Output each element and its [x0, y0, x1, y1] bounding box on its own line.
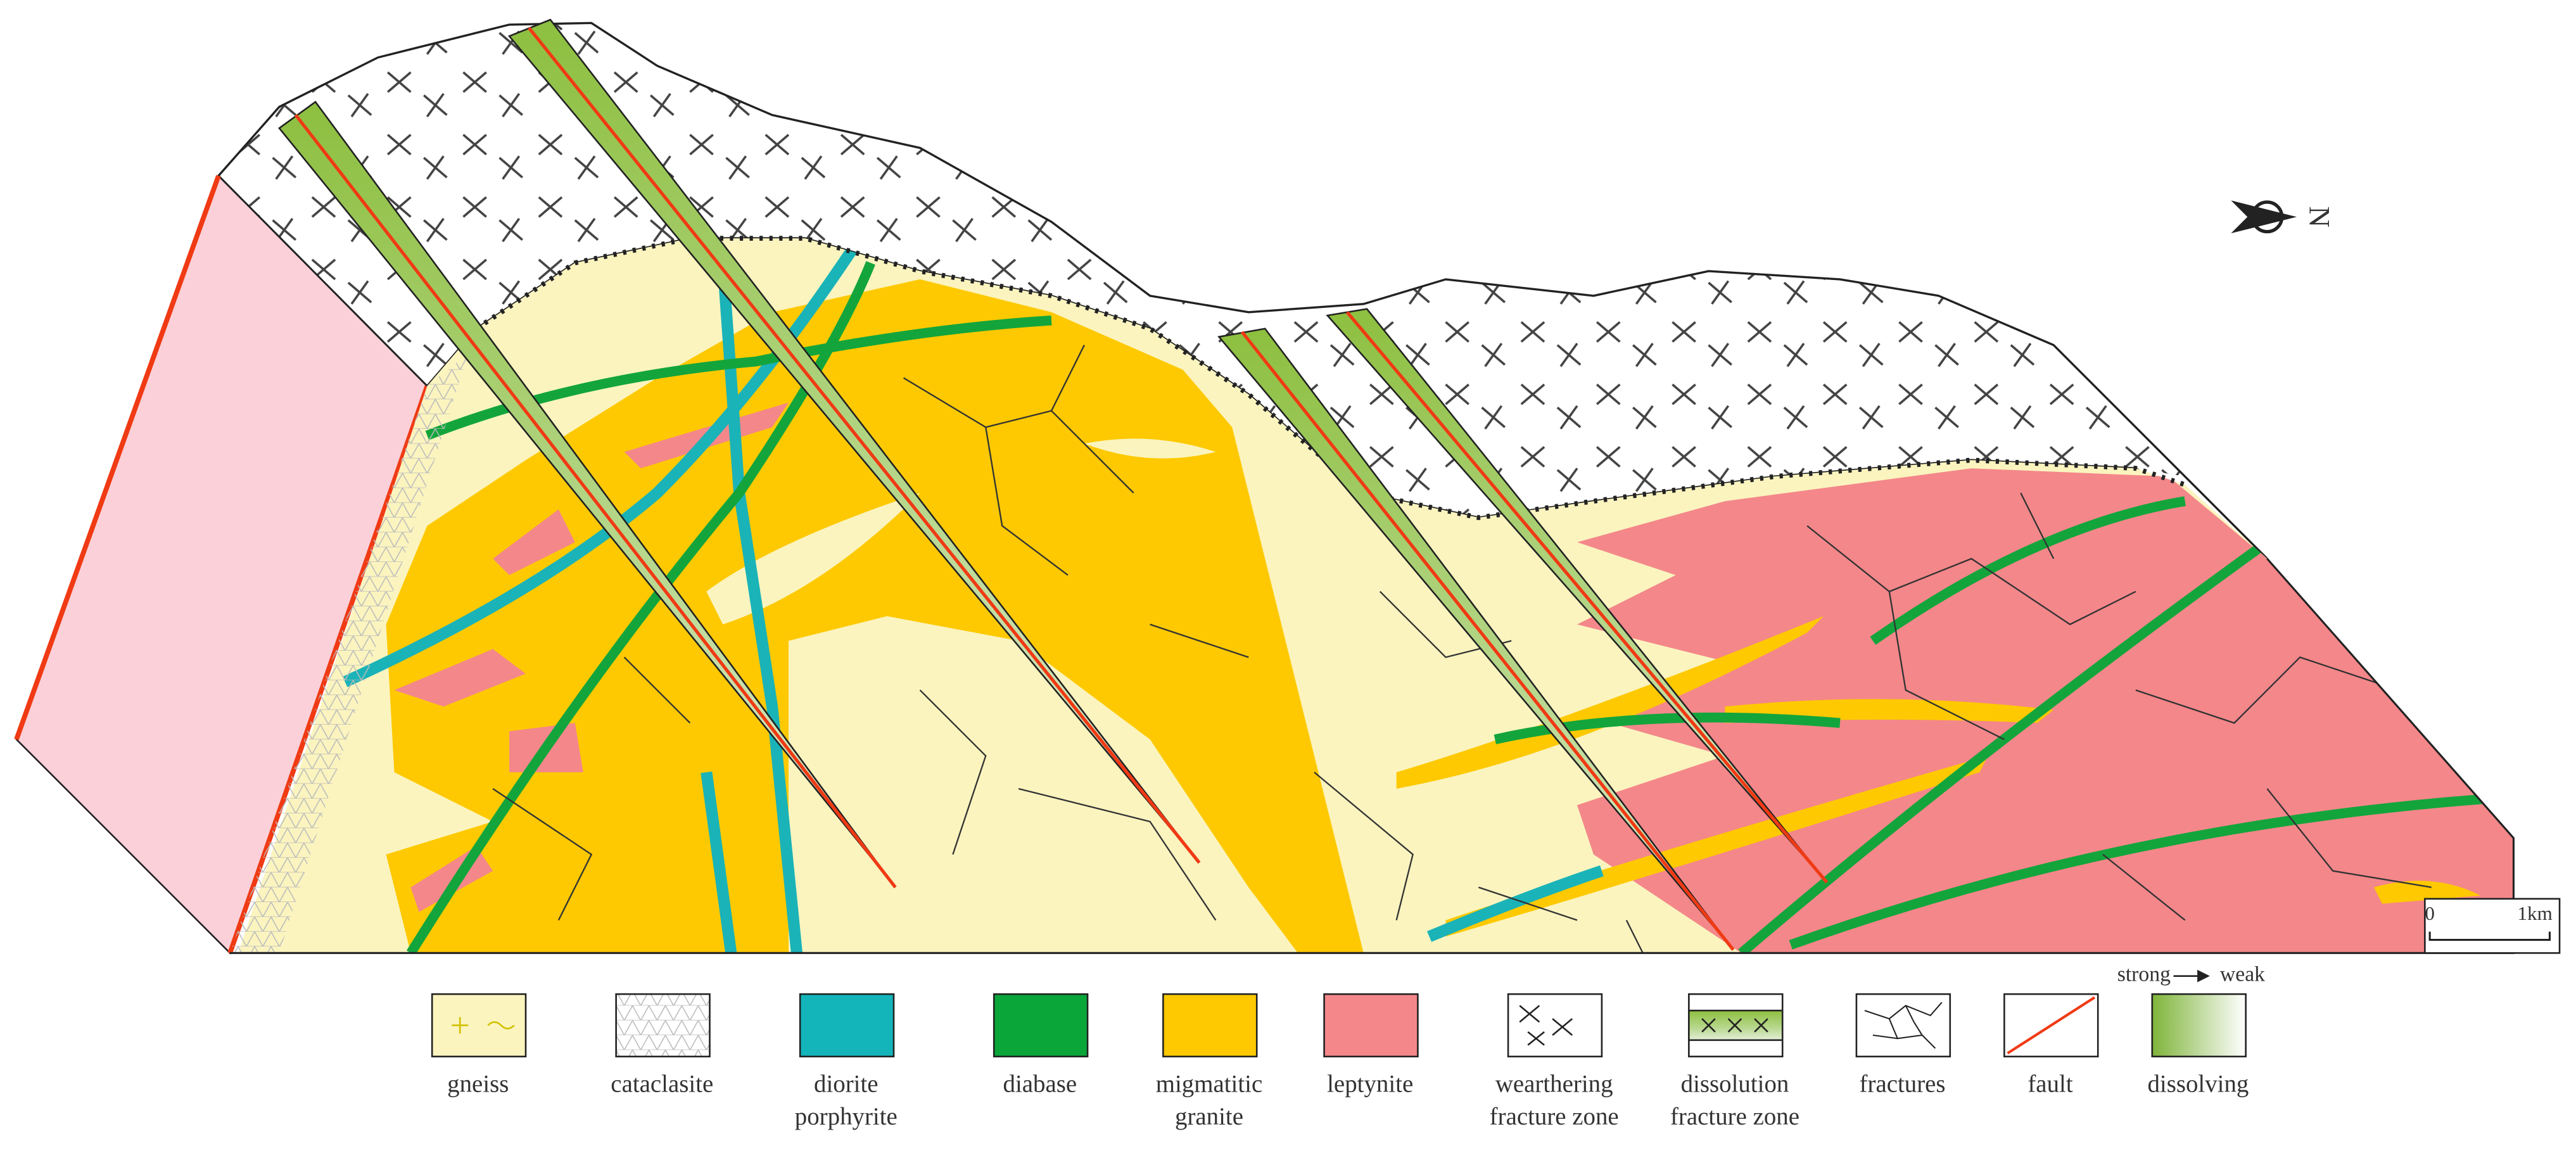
- compass-label: N: [2302, 207, 2335, 228]
- gradient-start: strong: [2117, 962, 2171, 986]
- legend-swatch: [1855, 993, 1951, 1058]
- legend-swatch: [615, 993, 711, 1058]
- legend-swatch: [431, 993, 527, 1058]
- section-outline: [230, 557, 2515, 954]
- legend-label: gneiss: [447, 1070, 509, 1097]
- legend-label: fault: [2027, 1070, 2072, 1097]
- scale-bar: 0 1km: [2424, 898, 2561, 954]
- dissolution-zones: [278, 18, 1829, 951]
- scale-end: 1km: [2517, 902, 2552, 924]
- legend-swatch: [1323, 993, 1419, 1058]
- legend-label: fractures: [1860, 1070, 1946, 1097]
- legend-label: dissolving: [2147, 1070, 2249, 1097]
- legend-label: cataclasite: [611, 1070, 713, 1097]
- legend: [431, 969, 2247, 1058]
- cataclasite-strip: [230, 353, 469, 953]
- gradient-end: weak: [2220, 962, 2265, 986]
- legend-swatch: [1507, 993, 1603, 1058]
- legend-label: granite: [1175, 1103, 1243, 1130]
- legend-label: fracture zone: [1490, 1103, 1619, 1130]
- legend-label: diorite: [814, 1070, 879, 1097]
- scale-start: 0: [2425, 902, 2435, 924]
- legend-label: leptynite: [1327, 1070, 1413, 1097]
- legend-label: dissolution: [1681, 1070, 1789, 1097]
- legend-labels: gneiss cataclasite diorite porphyrite diabas…: [447, 1070, 2249, 1130]
- legend-label: porphyrite: [795, 1103, 898, 1130]
- legend-label: diabase: [1003, 1070, 1077, 1097]
- legend-swatch: [1162, 993, 1258, 1058]
- gneiss-inlier: [789, 616, 1298, 953]
- legend-swatch: [2151, 993, 2247, 1058]
- legend-label: wearthering: [1495, 1070, 1613, 1097]
- legend-label: fracture zone: [1670, 1103, 1799, 1130]
- compass: N: [2231, 200, 2335, 234]
- legend-swatch: [799, 993, 895, 1058]
- legend-swatch: [993, 993, 1089, 1058]
- legend-label: migmatitic: [1156, 1070, 1263, 1097]
- fractures: [492, 345, 2432, 953]
- weathering-marks: [218, 23, 2185, 518]
